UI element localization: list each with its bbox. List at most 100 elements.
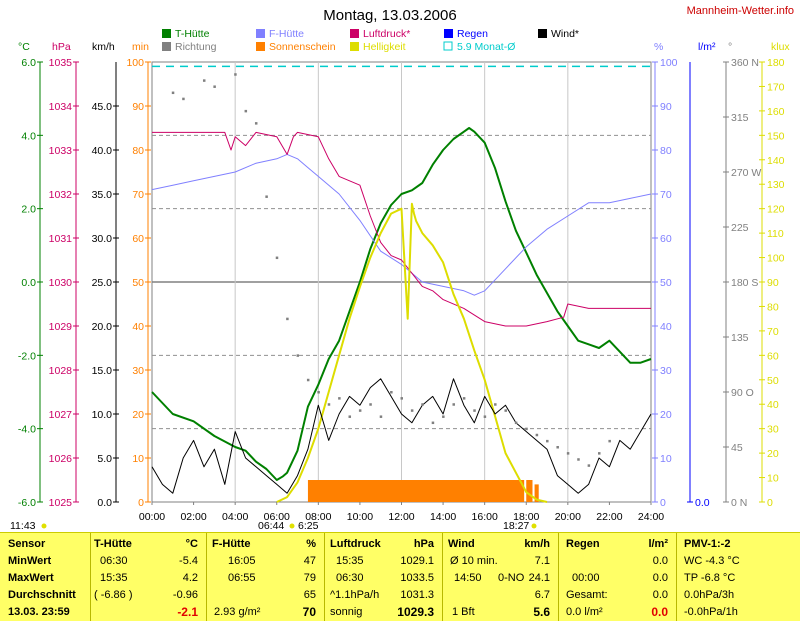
- legend-swatch: [350, 42, 359, 51]
- direction-point: [213, 85, 216, 88]
- legend-swatch: [162, 42, 171, 51]
- legend-swatch: [256, 29, 265, 38]
- axis-tick-label: 40: [132, 321, 144, 333]
- stats-wind-unit: km/h: [524, 538, 550, 550]
- direction-point: [535, 433, 539, 437]
- stats-wind-max: 24.1: [528, 572, 550, 584]
- stats-hum-min: 47: [303, 555, 316, 567]
- axis-tick-label: 15.0: [92, 365, 113, 377]
- axis-tick-label: 1033: [49, 145, 73, 157]
- stats-press-current: 1029.3: [397, 605, 434, 619]
- axis-tick-label: -2.0: [18, 350, 36, 362]
- stats-press-column: Luftdruck hPa 15:35 1029.1 06:30 1033.5 ^1.…: [324, 533, 443, 621]
- axis-tick-label: 60: [767, 350, 779, 362]
- axis-tick-label: 1035: [49, 57, 73, 69]
- stats-hum-column: F-Hütte% 16:05 47 06:55 79 65 2.93 g/m² 70: [206, 533, 325, 621]
- stats-wind-bft: 1 Bft: [452, 606, 475, 618]
- direction-point: [452, 403, 455, 406]
- axis-unit: km/h: [92, 41, 115, 53]
- stats-header-sensor: Sensor: [8, 538, 46, 550]
- stats-label-current: 13.03. 23:59: [8, 606, 70, 618]
- stats-pmv-column: PMV-1:-2 WC -4.3 °C TP -6.8 °C 0.0hPa/3h…: [676, 533, 800, 621]
- axis-tick-label: 10: [132, 453, 144, 465]
- stats-label-max: MaxWert: [8, 572, 54, 584]
- stats-temp-max-time: 15:35: [100, 572, 128, 584]
- direction-point: [473, 409, 476, 412]
- stats-pmv-header: PMV-1:-2: [684, 538, 731, 550]
- direction-point: [421, 403, 424, 406]
- x-tick-label: 06:00: [264, 511, 290, 523]
- direction-point: [442, 415, 445, 418]
- stats-wind-max-time: 14:50: [454, 572, 482, 584]
- axis-tick-label: 135: [731, 332, 749, 344]
- axis-tick-label: 40.0: [92, 145, 113, 157]
- axis-tick-label: 0: [660, 497, 666, 509]
- stats-press-3h: 0.0hPa/3h: [684, 589, 735, 601]
- direction-point: [234, 73, 237, 76]
- direction-point: [566, 452, 570, 455]
- legend-swatch: [444, 29, 453, 38]
- axis-tick-label: 0: [767, 497, 773, 509]
- stats-rain-time: 00:00: [572, 572, 600, 584]
- series-line: [151, 153, 652, 296]
- axis-tick-label: 30: [660, 365, 672, 377]
- stats-rain-header: Regen: [566, 538, 600, 550]
- site-link[interactable]: Mannheim-Wetter.info: [687, 5, 794, 17]
- stats-rain-unit: l/m²: [648, 538, 668, 550]
- axis-tick-label: 20: [132, 409, 144, 421]
- direction-point: [348, 415, 352, 418]
- axis-tick-label: 100: [660, 57, 678, 69]
- axis-tick-label: 4.0: [21, 130, 36, 142]
- axis-unit: %: [654, 41, 663, 53]
- stats-press-avg: 1031.3: [400, 589, 434, 601]
- direction-point: [504, 409, 507, 412]
- stats-wind-avg-label: Ø 10 min.: [450, 555, 498, 567]
- axis-tick-label: 10.0: [92, 409, 113, 421]
- stats-press-forecast: sonnig: [330, 606, 363, 618]
- sun-marker: [41, 523, 47, 529]
- legend-swatch: [256, 42, 265, 51]
- legend-swatch: [443, 41, 453, 51]
- stats-label-min: MinWert: [8, 555, 52, 567]
- stats-wind-max-dir: 0-NO: [498, 572, 525, 584]
- axis-tick-label: 35.0: [92, 189, 113, 201]
- axis-tick-label: 170: [767, 81, 785, 93]
- axis-tick-label: -6.0: [18, 497, 36, 509]
- day-length: 11:43: [10, 520, 36, 532]
- direction-point: [296, 354, 300, 357]
- chart-title: Montag, 13.03.2006: [323, 7, 456, 24]
- sunshine-bar: [307, 480, 525, 502]
- axis-tick-label: 70: [660, 189, 672, 201]
- direction-point: [390, 391, 393, 394]
- axis-unit: min: [132, 41, 149, 53]
- x-tick-label: 12:00: [388, 511, 414, 523]
- axis-tick-label: 30.0: [92, 233, 113, 245]
- stats-press-min: 1029.1: [400, 555, 434, 567]
- chart-grid: [151, 61, 652, 503]
- axis-tick-label: 50: [660, 277, 672, 289]
- legend-label: Luftdruck*: [363, 28, 410, 40]
- sun-marker: [289, 523, 295, 529]
- series-line: [152, 131, 651, 327]
- axis-tick-label: 120: [767, 204, 785, 216]
- direction-point: [410, 409, 414, 412]
- axis-tick-label: 270 W: [731, 167, 761, 179]
- axis-tick-label: 180 S: [731, 277, 758, 289]
- legend-label: Helligkeit: [363, 41, 406, 53]
- stats-wind-header: Wind: [448, 538, 475, 550]
- x-tick-label: 18:00: [513, 511, 539, 523]
- axis-tick-label: 1027: [49, 409, 73, 421]
- stats-temp-avg: -0.96: [172, 589, 198, 601]
- stats-rain-r2: 0.0: [652, 572, 668, 584]
- chart-marks: [151, 65, 652, 503]
- direction-point: [608, 439, 611, 443]
- stats-press-min-time: 15:35: [336, 555, 364, 567]
- axis-tick-label: 150: [767, 130, 785, 142]
- stats-windchill: WC -4.3 °C: [684, 555, 740, 567]
- sunshine-bar: [526, 480, 533, 502]
- direction-point: [525, 427, 528, 431]
- axis-tick-label: 10: [767, 473, 779, 485]
- direction-point: [379, 415, 383, 418]
- stats-temp-header: T-Hütte: [94, 538, 132, 550]
- stats-wind-avg: 6.7: [534, 589, 550, 601]
